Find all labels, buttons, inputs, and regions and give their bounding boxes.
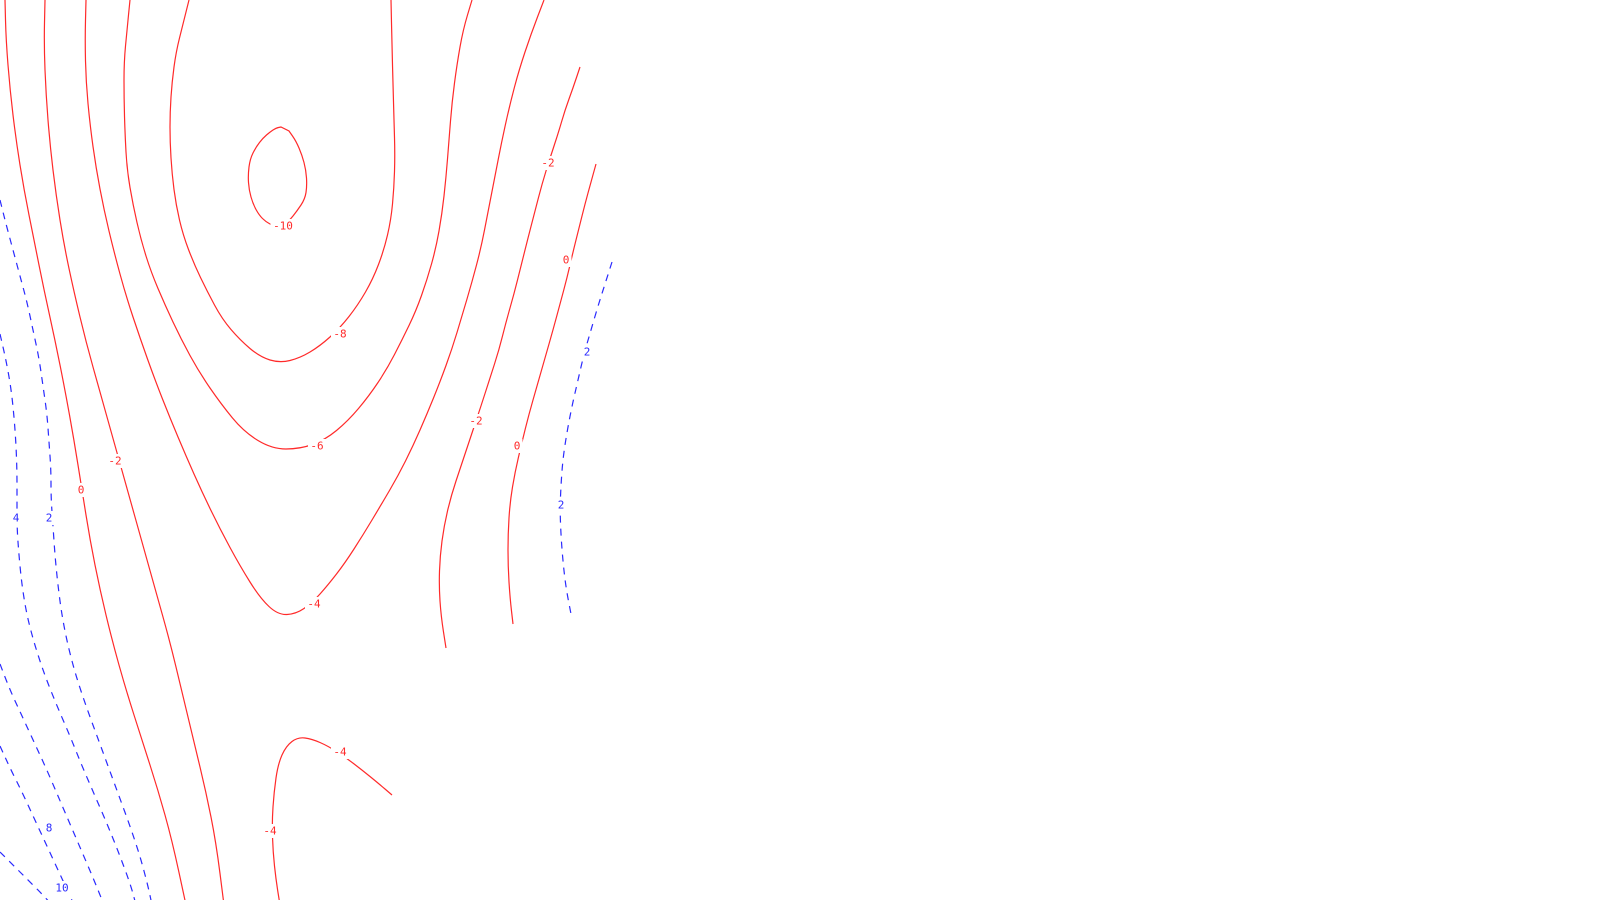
contour-label-group: 0 <box>511 439 523 453</box>
contour-label-group: -6 <box>308 439 326 453</box>
contour-label: -6 <box>310 440 323 453</box>
contour-label: -8 <box>333 328 346 341</box>
contour-label: 4 <box>13 512 20 525</box>
contour-line-level-neg4-4 <box>271 737 393 900</box>
contour-line-level-neg8-1 <box>169 0 396 363</box>
contour-label: -2 <box>469 415 482 428</box>
contour-label-background <box>331 327 349 341</box>
contour-label-background <box>261 824 279 838</box>
contour-line-level-10-14 <box>0 851 49 900</box>
contour-label: 2 <box>46 512 53 525</box>
contour-label: -2 <box>108 455 121 468</box>
contour-label-group: 2 <box>43 511 55 525</box>
contour-label-group: -2 <box>539 156 557 170</box>
contour-label-background <box>270 219 296 233</box>
contour-line-level-2-9 <box>559 261 613 615</box>
contour-label: 0 <box>563 254 570 267</box>
contour-line-level-neg6-2 <box>123 0 473 450</box>
contour-lines <box>0 0 613 900</box>
contour-line-level-neg2-6 <box>438 66 581 649</box>
contour-label-group: -4 <box>331 745 349 759</box>
contour-line-level-6-12 <box>0 663 103 900</box>
contour-label-background <box>75 483 87 497</box>
contour-label: -4 <box>307 598 321 611</box>
contour-label-background <box>106 454 124 468</box>
contour-label-group: 8 <box>43 821 55 835</box>
contour-label-group: -2 <box>106 454 124 468</box>
contour-label: -4 <box>333 746 347 759</box>
contour-label-group: 0 <box>560 253 572 267</box>
contour-label-background <box>555 498 567 512</box>
contour-label: -4 <box>263 825 277 838</box>
contour-label: 10 <box>55 882 68 895</box>
contour-label-group: -4 <box>261 824 279 838</box>
contour-label-background <box>43 821 55 835</box>
contour-label: 8 <box>46 822 53 835</box>
contour-label-background <box>331 745 349 759</box>
contour-label-group: -8 <box>331 327 349 341</box>
contour-label-background <box>539 156 557 170</box>
contour-line-level-neg10-0 <box>247 126 308 227</box>
contour-label: -2 <box>541 157 554 170</box>
contour-label: 2 <box>558 499 565 512</box>
contour-label-background <box>305 597 323 611</box>
contour-label-background <box>581 345 593 359</box>
contour-label-group: 10 <box>53 881 71 895</box>
contour-labels: -10 -8 -6 -4 -4 -4 -2 -2 -2 0 0 0 2 2 2 4 8 10 <box>10 156 593 895</box>
contour-label-group: 2 <box>581 345 593 359</box>
contour-label-group: 4 <box>10 511 22 525</box>
contour-label: 2 <box>584 346 591 359</box>
contour-label-group: 2 <box>555 498 567 512</box>
contour-label-background <box>560 253 572 267</box>
contour-label-group: -2 <box>467 414 485 428</box>
contour-line-level-0-7 <box>4 0 186 900</box>
contour-label-group: 0 <box>75 483 87 497</box>
contour-label-group: -10 <box>270 219 296 233</box>
contour-label-background <box>467 414 485 428</box>
contour-line-level-8-13 <box>0 745 73 900</box>
contour-line-level-neg2-5 <box>43 0 224 900</box>
contour-label: 0 <box>514 440 521 453</box>
contour-line-level-2-10 <box>0 199 152 900</box>
contour-label-background <box>10 511 22 525</box>
contour-line-level-neg4-3 <box>84 0 545 616</box>
contour-line-level-4-11 <box>0 333 136 900</box>
contour-label: 0 <box>78 484 85 497</box>
contour-label-group: -4 <box>305 597 323 611</box>
contour-label-background <box>308 439 326 453</box>
contour-label: -10 <box>273 220 293 233</box>
contour-label-background <box>53 881 71 895</box>
contour-label-background <box>511 439 523 453</box>
contour-label-background <box>43 511 55 525</box>
contour-line-level-0-8 <box>507 163 597 625</box>
